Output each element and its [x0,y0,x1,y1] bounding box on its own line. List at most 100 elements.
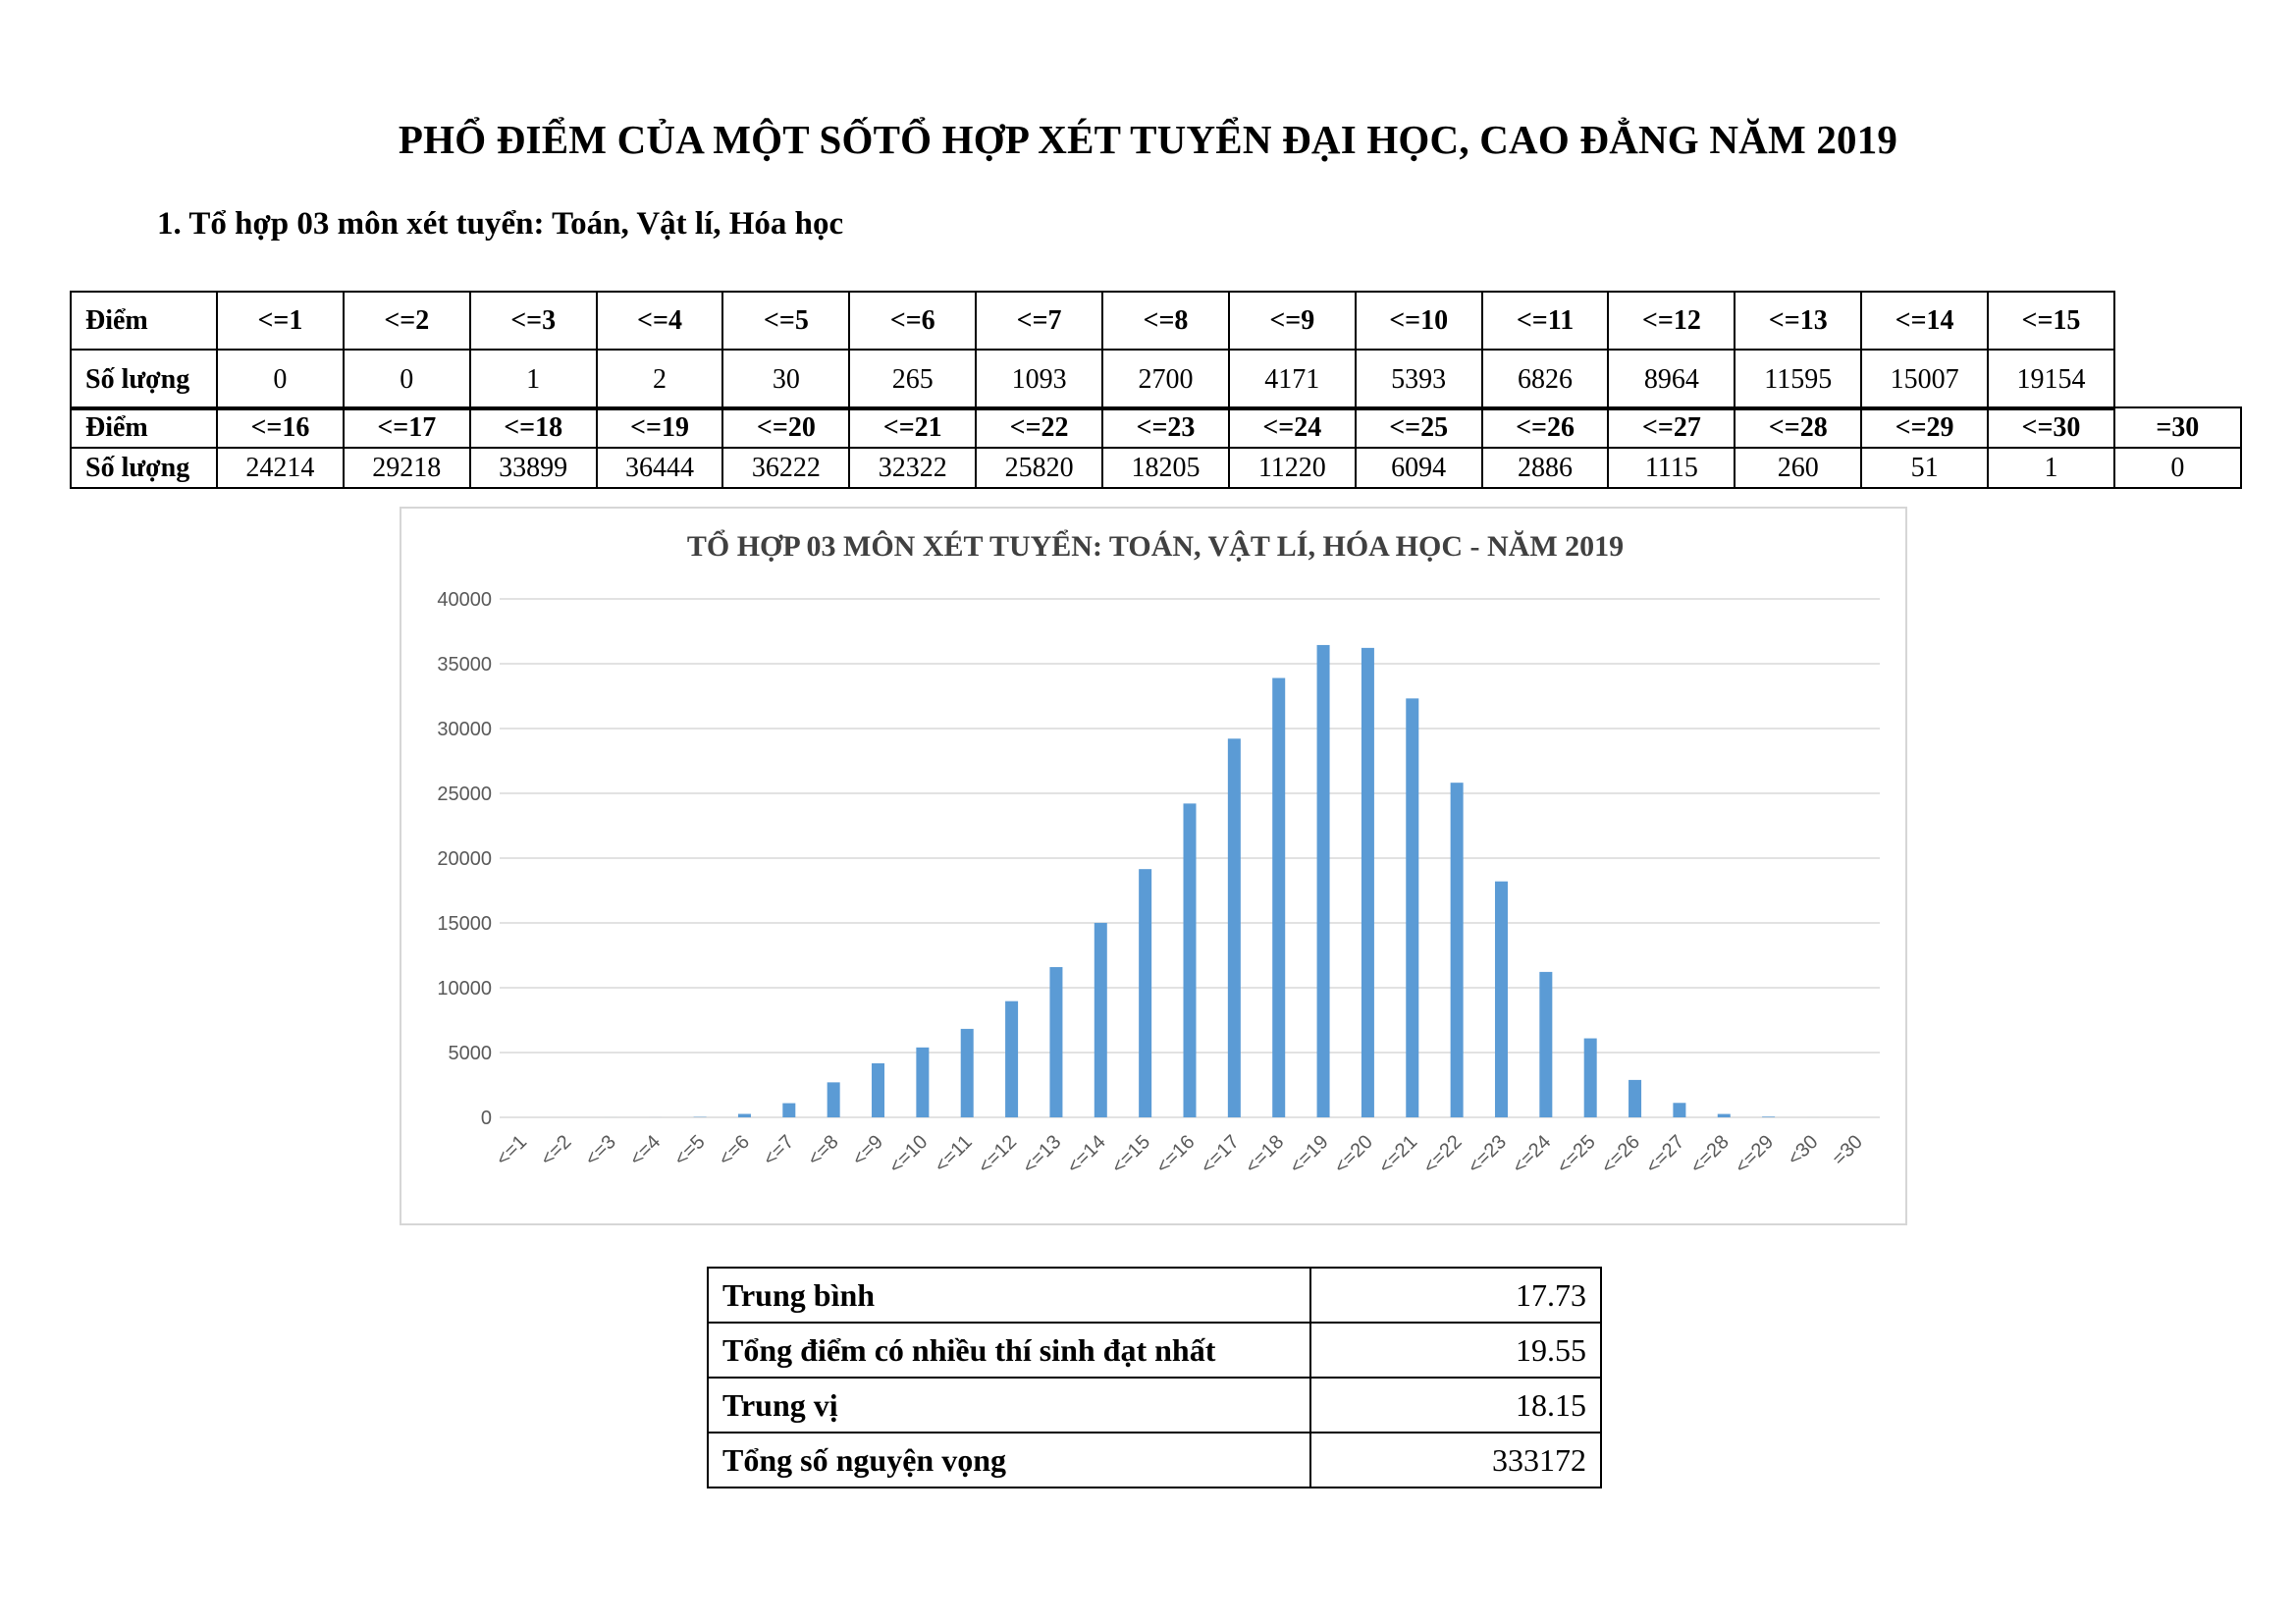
count-cell: 0 [2112,447,2242,489]
count-cell: 11595 [1734,349,1863,410]
y-tick-label: 30000 [437,719,492,740]
count-cell: 260 [1734,447,1863,489]
count-cell: 32322 [848,447,978,489]
count-cell: 2700 [1101,349,1230,410]
score-cell: =30 [2112,406,2242,449]
bar [1629,1079,1642,1117]
score-cell: <=19 [595,406,724,449]
count-row: Số lượng 0 0 1 2 30 265 1093 2700 4171 5393 6826 89… [70,349,2115,410]
bar [1583,1038,1597,1117]
count-row-label: Số lượng [70,349,218,410]
stats-row: Trung vị 18.15 [707,1377,1602,1434]
count-cell: 2 [595,349,724,410]
y-tick-label: 15000 [437,913,492,935]
x-tick-label: <=9 [848,1131,887,1170]
count-cell: 24214 [216,447,345,489]
score-cell: <=10 [1354,291,1483,351]
bar [1183,803,1197,1117]
count-cell: 33899 [468,447,598,489]
score-cell: <=2 [342,291,471,351]
x-tick-label: <=22 [1419,1131,1467,1178]
x-tick-label: <=16 [1152,1131,1200,1178]
score-cell: <=6 [848,291,978,351]
bar [1094,922,1107,1117]
count-cell: 29218 [342,447,471,489]
count-cell: 36222 [721,447,851,489]
score-row: Điểm <=16 <=17 <=18 <=19 <=20 <=21 <=22 <=23 <=2… [70,406,2242,449]
bar [827,1082,840,1117]
count-cell: 1 [468,349,598,410]
bar [1762,1116,1776,1117]
x-tick-label: <=20 [1330,1131,1377,1178]
score-cell: <=11 [1480,291,1610,351]
chart-title: TỔ HỢP 03 MÔN XÉT TUYỂN: TOÁN, VẬT LÍ, H… [687,529,1624,563]
x-tick-label: <=27 [1642,1131,1689,1178]
stats-value: 19.55 [1309,1322,1602,1379]
bar-chart: TỔ HỢP 03 MÔN XÉT TUYỂN: TOÁN, VẬT LÍ, H… [437,529,1880,1178]
x-tick-label: <=14 [1063,1131,1110,1178]
score-row-label: Điểm [70,406,218,449]
score-cell: <=25 [1354,406,1483,449]
stats-row: Tổng điểm có nhiều thí sinh đạt nhất 19.5… [707,1322,1602,1379]
score-cell: <=3 [468,291,598,351]
count-cell: 15007 [1860,349,1990,410]
count-cell: 5393 [1354,349,1483,410]
x-tick-label: <=11 [931,1131,977,1177]
bar [1539,971,1553,1117]
score-cell: <=29 [1860,406,1990,449]
stats-label: Trung vị [707,1377,1311,1434]
bar [916,1047,930,1117]
score-cell: <=22 [975,406,1104,449]
bar [1005,1001,1019,1117]
stats-label: Tổng điểm có nhiều thí sinh đạt nhất [707,1322,1311,1379]
x-tick-label: <=23 [1464,1131,1511,1178]
bar [1673,1103,1686,1117]
x-tick-label: <=17 [1197,1131,1244,1178]
count-cell: 1093 [975,349,1104,410]
distribution-table-part1: Điểm <=1 <=2 <=3 <=4 <=5 <=6 <=7 <=8 <=9 <=10 <=11… [70,291,2115,410]
section-heading: 1. Tổ hợp 03 môn xét tuyển: Toán, Vật lí… [157,206,844,242]
stats-value: 333172 [1309,1432,1602,1488]
x-tick-label: <=28 [1686,1131,1734,1178]
bar [1272,677,1286,1117]
bar [1494,881,1508,1117]
stats-row: Tổng số nguyện vọng 333172 [707,1432,1602,1488]
count-row: Số lượng 24214 29218 33899 36444 36222 32322 2… [70,447,2242,489]
x-tick-label: <=13 [1019,1131,1066,1178]
bar [737,1113,751,1117]
summary-stats-table: Trung bình 17.73 Tổng điểm có nhiều thí si… [707,1267,1602,1488]
count-cell: 25820 [975,447,1104,489]
score-cell: <=14 [1860,291,1990,351]
count-cell: 0 [216,349,345,410]
chart-frame: TỔ HỢP 03 MÔN XÉT TUYỂN: TOÁN, VẬT LÍ, H… [400,507,1907,1225]
x-tick-label: <=19 [1286,1131,1333,1178]
stats-label: Tổng số nguyện vọng [707,1432,1311,1488]
bar [1450,783,1464,1117]
count-cell: 8964 [1607,349,1736,410]
score-cell: <=17 [342,406,471,449]
bar [1361,647,1374,1117]
count-cell: 6094 [1354,447,1483,489]
count-cell: 1115 [1607,447,1736,489]
score-row-label: Điểm [70,291,218,351]
x-tick-label: <=29 [1731,1131,1778,1178]
y-tick-label: 35000 [437,654,492,676]
y-tick-label: 20000 [437,848,492,870]
count-cell: 0 [342,349,471,410]
x-tick-label: <=7 [759,1131,798,1170]
count-cell: 4171 [1227,349,1357,410]
score-cell: <=1 [216,291,345,351]
score-cell: <=9 [1227,291,1357,351]
y-tick-label: 10000 [437,978,492,1000]
score-row: Điểm <=1 <=2 <=3 <=4 <=5 <=6 <=7 <=8 <=9 <=10 <=11… [70,291,2115,351]
bar [1406,698,1419,1117]
score-cell: <=27 [1607,406,1736,449]
stats-value: 18.15 [1309,1377,1602,1434]
score-cell: <=4 [595,291,724,351]
y-tick-label: 40000 [437,589,492,611]
x-tick-label: <=26 [1597,1131,1644,1178]
distribution-table-part2: Điểm <=16 <=17 <=18 <=19 <=20 <=21 <=22 <=23 <=2… [70,406,2242,489]
score-cell: <=16 [216,406,345,449]
count-cell: 51 [1860,447,1990,489]
x-tick-label: <=4 [625,1131,665,1170]
